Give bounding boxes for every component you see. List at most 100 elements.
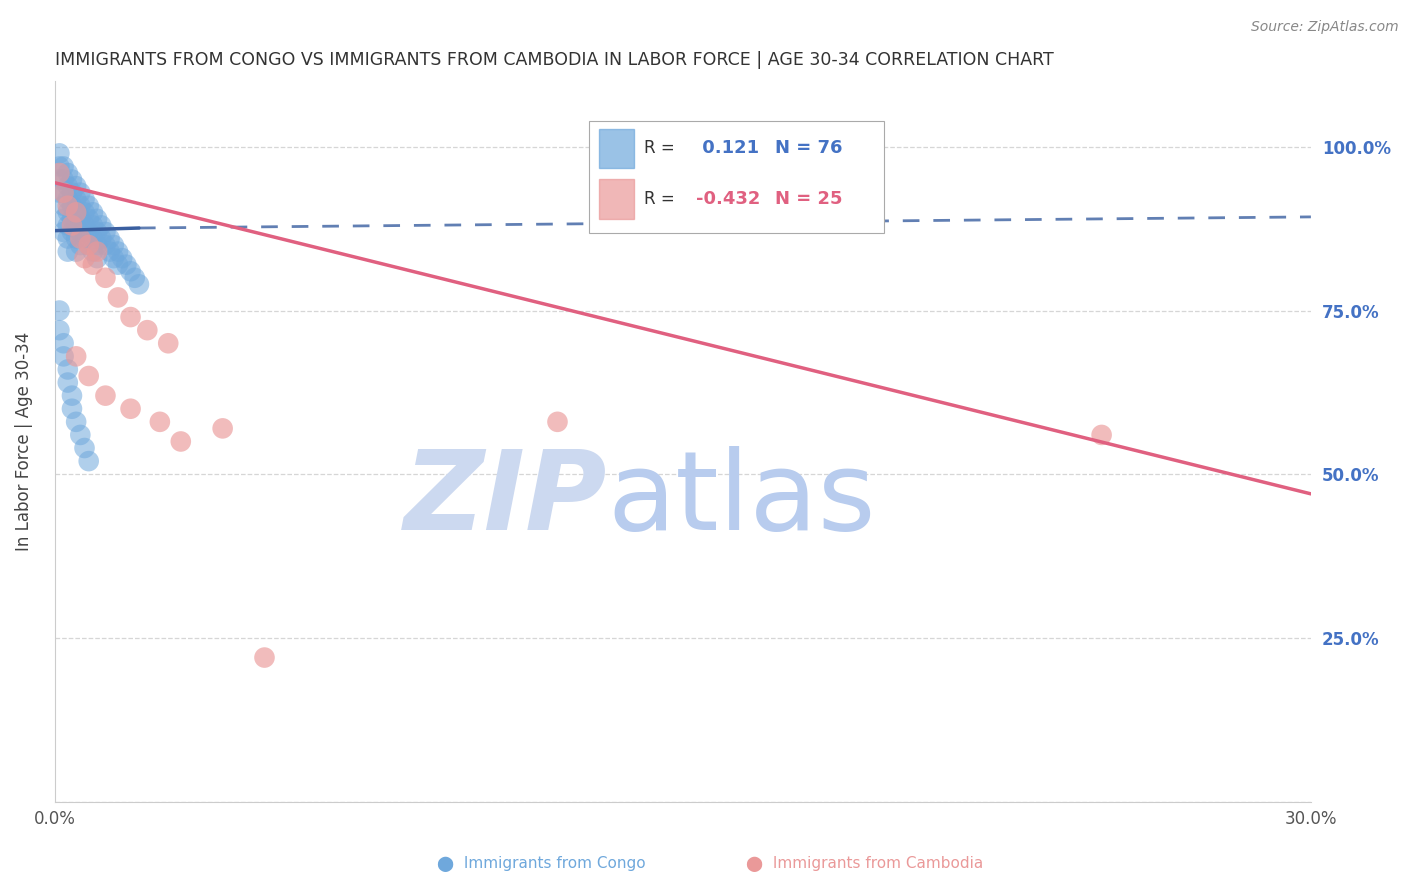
Point [136,323,159,337]
Point [52,186,75,200]
Point [48,323,70,337]
Point [60,211,83,226]
Point [120,264,142,278]
Point [103,251,125,265]
Point [94,270,117,285]
Point [82,205,104,219]
Point [69,186,91,200]
Point [82,231,104,245]
Point [90,231,112,245]
Point [98,231,121,245]
Point [77,211,100,226]
Point [82,244,104,259]
Point [56,205,79,219]
Point [86,225,108,239]
Point [77,238,100,252]
Point [56,376,79,390]
FancyBboxPatch shape [599,179,634,219]
Point [56,362,79,376]
Point [94,389,117,403]
Point [52,186,75,200]
Point [69,225,91,239]
FancyBboxPatch shape [599,128,634,168]
Point [103,238,125,252]
Point [73,192,96,206]
Point [65,192,87,206]
Point [107,290,129,304]
Point [52,225,75,239]
Point [69,211,91,226]
Point [48,166,70,180]
Point [73,231,96,245]
Point [52,350,75,364]
Point [60,219,83,233]
Point [77,238,100,252]
Point [69,199,91,213]
Text: ⬤  Immigrants from Congo: ⬤ Immigrants from Congo [437,856,645,872]
Point [48,146,70,161]
Point [73,441,96,455]
Point [69,231,91,245]
Point [52,160,75,174]
Point [107,244,129,259]
Point [65,231,87,245]
Point [1091,428,1114,442]
Point [65,205,87,219]
Point [94,238,117,252]
Point [60,186,83,200]
Point [547,415,569,429]
Point [52,211,75,226]
Point [48,160,70,174]
Point [52,172,75,186]
Point [111,251,134,265]
Point [124,270,146,285]
Point [48,303,70,318]
Text: 0.121: 0.121 [696,139,759,157]
Point [73,251,96,265]
Point [120,310,142,324]
Point [77,369,100,384]
Text: Source: ZipAtlas.com: Source: ZipAtlas.com [1251,20,1399,34]
Point [65,350,87,364]
Point [65,244,87,259]
Point [73,205,96,219]
Point [86,251,108,265]
Text: R =: R = [644,139,681,157]
Text: R =: R = [644,190,681,208]
Point [56,244,79,259]
FancyBboxPatch shape [589,121,884,233]
Point [73,219,96,233]
Point [48,186,70,200]
Point [107,258,129,272]
Text: ZIP: ZIP [404,446,607,553]
Point [52,336,75,351]
Point [86,244,108,259]
Point [60,401,83,416]
Point [77,225,100,239]
Point [60,172,83,186]
Point [60,199,83,213]
Point [253,650,276,665]
Point [115,258,138,272]
Point [65,179,87,194]
Point [56,231,79,245]
Point [56,166,79,180]
Point [82,219,104,233]
Text: IMMIGRANTS FROM CONGO VS IMMIGRANTS FROM CAMBODIA IN LABOR FORCE | AGE 30-34 COR: IMMIGRANTS FROM CONGO VS IMMIGRANTS FROM… [55,51,1054,69]
Point [65,415,87,429]
Text: N = 25: N = 25 [775,190,842,208]
Point [170,434,193,449]
Point [48,172,70,186]
Point [65,219,87,233]
Point [82,258,104,272]
Text: ⬤  Immigrants from Cambodia: ⬤ Immigrants from Cambodia [747,856,983,872]
Point [77,199,100,213]
Y-axis label: In Labor Force | Age 30-34: In Labor Force | Age 30-34 [15,332,32,551]
Point [56,192,79,206]
Point [86,211,108,226]
Point [128,277,150,292]
Point [65,205,87,219]
Text: -0.432: -0.432 [696,190,761,208]
Point [90,219,112,233]
Point [60,389,83,403]
